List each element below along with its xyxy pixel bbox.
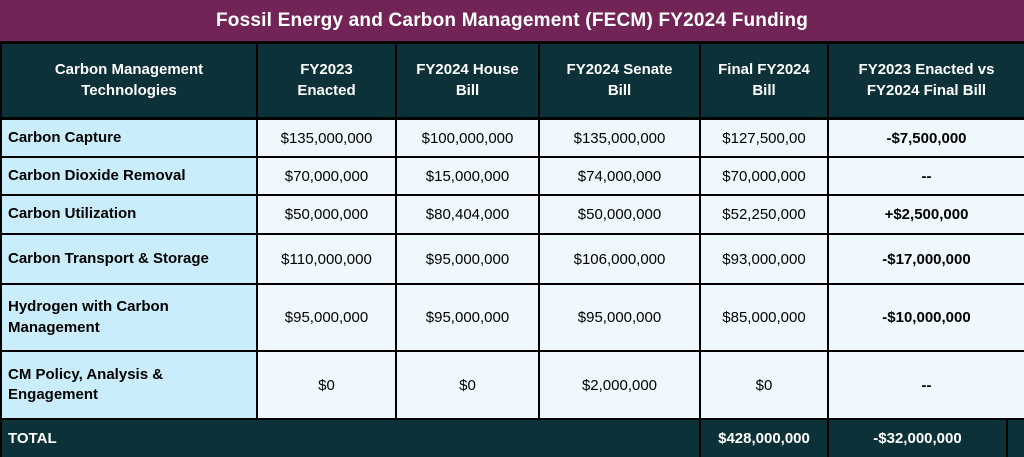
fy2024-senate-cell: $50,000,000 (540, 194, 701, 233)
table-body: Carbon Capture $135,000,000 $100,000,000… (0, 118, 1024, 418)
total-row: TOTAL $428,000,000 -$32,000,000 (0, 418, 1024, 457)
fy2024-senate-cell: $135,000,000 (540, 118, 701, 156)
difference-cell: -$10,000,000 (829, 283, 1024, 350)
total-filler (1008, 418, 1024, 457)
row-label-cell: Carbon Dioxide Removal (0, 156, 258, 194)
fy2024-house-cell: $80,404,000 (397, 194, 540, 233)
row-label-cell: Carbon Utilization (0, 194, 258, 233)
table-header-row: Carbon Management Technologies FY2023 En… (0, 44, 1024, 118)
funding-table: Carbon Management Technologies FY2023 En… (0, 41, 1024, 457)
table-row: CM Policy, Analysis & Engagement $0 $0 $… (0, 350, 1024, 418)
page-title: Fossil Energy and Carbon Management (FEC… (0, 0, 1024, 41)
difference-cell: -$7,500,000 (829, 118, 1024, 156)
final-fy2024-cell: $70,000,000 (701, 156, 829, 194)
fy2024-senate-cell: $106,000,000 (540, 233, 701, 283)
difference-cell: -- (829, 156, 1024, 194)
final-fy2024-cell: $93,000,000 (701, 233, 829, 283)
column-header-fy2023-enacted: FY2023 Enacted (258, 44, 397, 118)
fy2024-house-cell: $0 (397, 350, 540, 418)
column-header-difference: FY2023 Enacted vs FY2024 Final Bill (829, 44, 1024, 118)
fy2024-house-cell: $15,000,000 (397, 156, 540, 194)
difference-cell: -$17,000,000 (829, 233, 1024, 283)
fy2023-enacted-cell: $70,000,000 (258, 156, 397, 194)
fy2024-house-cell: $100,000,000 (397, 118, 540, 156)
difference-cell: +$2,500,000 (829, 194, 1024, 233)
row-label-cell: Carbon Transport & Storage (0, 233, 258, 283)
fy2024-senate-cell: $95,000,000 (540, 283, 701, 350)
final-fy2024-cell: $85,000,000 (701, 283, 829, 350)
fy2023-enacted-cell: $50,000,000 (258, 194, 397, 233)
fy2024-house-cell: $95,000,000 (397, 283, 540, 350)
table-row: Hydrogen with Carbon Management $95,000,… (0, 283, 1024, 350)
fy2023-enacted-cell: $135,000,000 (258, 118, 397, 156)
fy2024-senate-cell: $2,000,000 (540, 350, 701, 418)
fy2023-enacted-cell: $0 (258, 350, 397, 418)
row-label-cell: CM Policy, Analysis & Engagement (0, 350, 258, 418)
difference-cell: -- (829, 350, 1024, 418)
page-title-text: Fossil Energy and Carbon Management (FEC… (215, 9, 809, 31)
column-header-fy2024-senate: FY2024 Senate Bill (540, 44, 701, 118)
column-header-fy2024-house: FY2024 House Bill (397, 44, 540, 118)
table-row: Carbon Utilization $50,000,000 $80,404,0… (0, 194, 1024, 233)
table-row: Carbon Transport & Storage $110,000,000 … (0, 233, 1024, 283)
table-row: Carbon Capture $135,000,000 $100,000,000… (0, 118, 1024, 156)
column-header-technologies: Carbon Management Technologies (0, 44, 258, 118)
final-fy2024-cell: $0 (701, 350, 829, 418)
fy2023-enacted-cell: $110,000,000 (258, 233, 397, 283)
fy2023-enacted-cell: $95,000,000 (258, 283, 397, 350)
fy2024-senate-cell: $74,000,000 (540, 156, 701, 194)
total-difference-value: -$32,000,000 (829, 418, 1008, 457)
final-fy2024-cell: $52,250,000 (701, 194, 829, 233)
column-header-final-fy2024: Final FY2024 Bill (701, 44, 829, 118)
row-label-cell: Carbon Capture (0, 118, 258, 156)
row-label-cell: Hydrogen with Carbon Management (0, 283, 258, 350)
fy2024-house-cell: $95,000,000 (397, 233, 540, 283)
total-final-bill-value: $428,000,000 (701, 418, 829, 457)
table-row: Carbon Dioxide Removal $70,000,000 $15,0… (0, 156, 1024, 194)
total-label: TOTAL (0, 418, 701, 457)
final-fy2024-cell: $127,500,00 (701, 118, 829, 156)
